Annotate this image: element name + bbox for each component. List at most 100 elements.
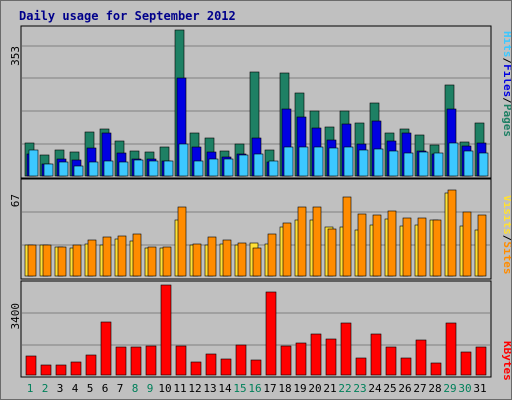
kbytes-panel — [20, 280, 492, 378]
bar-kbytes-kbytes-11 — [175, 345, 187, 376]
bar-hits-files-pages-hits-18 — [283, 146, 294, 177]
day-label-19: 19 — [293, 382, 306, 395]
bar-visits-sites-sites-10 — [162, 246, 172, 277]
bar-visits-sites-sites-26 — [402, 217, 412, 277]
bar-hits-files-pages-hits-6 — [103, 160, 114, 177]
bar-kbytes-kbytes-1 — [25, 355, 37, 376]
day-label-8: 8 — [132, 382, 139, 395]
day-label-14: 14 — [218, 382, 232, 395]
bar-visits-sites-sites-14 — [222, 239, 232, 277]
bar-visits-sites-sites-8 — [132, 233, 142, 277]
bar-hits-files-pages-hits-23 — [358, 149, 369, 177]
bar-hits-files-pages-hits-13 — [208, 158, 219, 177]
legend-kbytes: KBytes — [501, 341, 511, 381]
legend-item-sites: Sites — [501, 241, 511, 274]
day-label-15: 15 — [233, 382, 246, 395]
day-label-23: 23 — [353, 382, 366, 395]
day-label-30: 30 — [458, 382, 471, 395]
day-label-5: 5 — [87, 382, 94, 395]
bar-hits-files-pages-hits-11 — [178, 143, 189, 177]
bar-kbytes-kbytes-5 — [85, 354, 97, 376]
day-label-7: 7 — [117, 382, 124, 395]
day-label-4: 4 — [72, 382, 79, 395]
day-label-31: 31 — [473, 382, 486, 395]
bar-kbytes-kbytes-18 — [280, 345, 292, 376]
legend-separator: / — [501, 235, 511, 242]
bar-visits-sites-sites-5 — [87, 239, 97, 277]
bar-visits-sites-sites-20 — [312, 206, 322, 277]
bar-kbytes-kbytes-15 — [235, 344, 247, 376]
bar-visits-sites-sites-13 — [207, 236, 217, 277]
bar-kbytes-kbytes-25 — [385, 346, 397, 376]
bar-kbytes-kbytes-19 — [295, 342, 307, 376]
bar-visits-sites-sites-7 — [117, 235, 127, 277]
bar-hits-files-pages-hits-15 — [238, 154, 249, 177]
bar-visits-sites-sites-3 — [57, 246, 67, 277]
day-label-12: 12 — [188, 382, 201, 395]
bar-visits-sites-sites-25 — [387, 210, 397, 277]
bar-hits-files-pages-hits-10 — [163, 160, 174, 177]
ymax-label-kbytes: 3400 — [9, 303, 22, 330]
bar-hits-files-pages-hits-9 — [148, 160, 159, 177]
bar-visits-sites-sites-16 — [252, 247, 262, 277]
bar-hits-files-pages-hits-21 — [328, 147, 339, 177]
bar-visits-sites-sites-23 — [357, 213, 367, 277]
bar-kbytes-kbytes-24 — [370, 333, 382, 376]
legend-visits-sites: Visits/Sites — [501, 195, 511, 275]
bar-kbytes-kbytes-4 — [70, 361, 82, 376]
legend-item-hits: Hits — [501, 31, 511, 58]
chart-title: Daily usage for September 2012 — [19, 9, 236, 23]
bar-visits-sites-sites-27 — [417, 217, 427, 277]
bar-kbytes-kbytes-16 — [250, 359, 262, 376]
bar-visits-sites-sites-21 — [327, 228, 337, 277]
bar-visits-sites-sites-22 — [342, 196, 352, 277]
bar-visits-sites-sites-12 — [192, 243, 202, 277]
day-label-11: 11 — [173, 382, 186, 395]
bar-hits-files-pages-hits-24 — [373, 148, 384, 177]
bar-kbytes-kbytes-22 — [340, 322, 352, 376]
legend-item-visits: Visits — [501, 195, 511, 235]
day-label-29: 29 — [443, 382, 456, 395]
bar-kbytes-kbytes-30 — [460, 351, 472, 376]
bar-kbytes-kbytes-12 — [190, 361, 202, 376]
bar-kbytes-kbytes-13 — [205, 353, 217, 376]
bar-kbytes-kbytes-7 — [115, 346, 127, 376]
bar-hits-files-pages-hits-19 — [298, 146, 309, 177]
bar-hits-files-pages-hits-20 — [313, 146, 324, 177]
day-label-16: 16 — [248, 382, 261, 395]
bar-hits-files-pages-hits-3 — [58, 161, 69, 177]
day-label-27: 27 — [413, 382, 426, 395]
bar-hits-files-pages-hits-30 — [463, 150, 474, 177]
bar-kbytes-kbytes-6 — [100, 321, 112, 376]
day-label-26: 26 — [398, 382, 411, 395]
bar-kbytes-kbytes-21 — [325, 338, 337, 376]
bar-visits-sites-sites-18 — [282, 222, 292, 277]
bar-visits-sites-sites-30 — [462, 211, 472, 277]
bar-visits-sites-sites-1 — [27, 244, 37, 277]
day-label-10: 10 — [158, 382, 171, 395]
bar-visits-sites-sites-6 — [102, 236, 112, 277]
bar-visits-sites-sites-17 — [267, 233, 277, 277]
bar-hits-files-pages-hits-25 — [388, 150, 399, 177]
day-label-20: 20 — [308, 382, 321, 395]
bar-kbytes-kbytes-26 — [400, 357, 412, 376]
bar-hits-files-pages-hits-5 — [88, 161, 99, 177]
bar-kbytes-kbytes-8 — [130, 346, 142, 376]
bar-hits-files-pages-hits-26 — [403, 152, 414, 177]
bar-visits-sites-sites-31 — [477, 214, 487, 277]
bar-kbytes-kbytes-14 — [220, 358, 232, 376]
bar-hits-files-pages-hits-17 — [268, 160, 279, 177]
bar-visits-sites-sites-4 — [72, 244, 82, 277]
bar-visits-sites-sites-29 — [447, 189, 457, 277]
bar-hits-files-pages-hits-22 — [343, 146, 354, 177]
bar-kbytes-kbytes-17 — [265, 291, 277, 376]
legend-item-kbytes: KBytes — [501, 341, 511, 381]
bar-kbytes-kbytes-27 — [415, 339, 427, 376]
bar-kbytes-kbytes-31 — [475, 346, 487, 376]
day-label-18: 18 — [278, 382, 291, 395]
bar-kbytes-kbytes-9 — [145, 345, 157, 376]
legend-separator: / — [501, 97, 511, 104]
bar-kbytes-kbytes-29 — [445, 322, 457, 376]
bar-visits-sites-sites-11 — [177, 206, 187, 277]
bar-hits-files-pages-hits-14 — [223, 158, 234, 177]
